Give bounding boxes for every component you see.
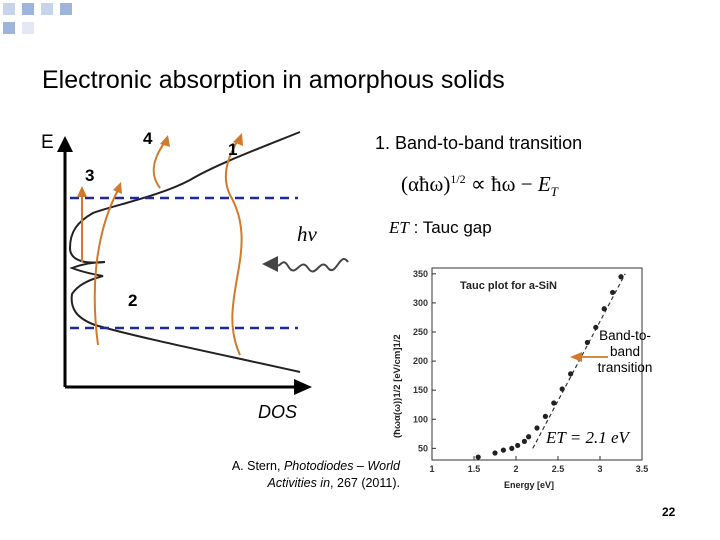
x-tick-label: 1.5	[468, 464, 481, 474]
dos-curve-tail	[69, 261, 301, 373]
transition-label-2: 2	[128, 291, 138, 310]
energy-axis-arrow	[57, 136, 73, 152]
band-transition-annotation: Band-to-band transition	[597, 328, 653, 375]
chart-title: Tauc plot for a-SiN	[460, 280, 557, 292]
data-point	[618, 274, 624, 280]
equation-rhs: E	[537, 172, 551, 196]
x-tick-label: 1	[429, 464, 434, 474]
photon-label: hν	[297, 222, 317, 246]
tauc-gap-definition: ET : Tauc gap	[389, 218, 492, 238]
plot-frame	[431, 267, 643, 461]
x-tick-label: 2.5	[552, 464, 565, 474]
equation-lhs: (αħω)	[401, 172, 451, 196]
data-point	[584, 339, 590, 346]
transition-label-1: 1	[228, 140, 238, 159]
transition-arrow-1	[224, 139, 243, 356]
reference-title-cont: Activities in	[267, 476, 331, 490]
equation-exponent: 1/2	[450, 172, 466, 186]
transition-label-3: 3	[85, 166, 95, 185]
data-point	[568, 371, 574, 377]
data-point	[515, 442, 521, 449]
corner-decoration	[3, 3, 72, 34]
data-point	[593, 324, 599, 330]
dos-axis-arrow	[294, 379, 312, 395]
data-point	[509, 445, 515, 451]
reference-author: A. Stern,	[231, 459, 284, 473]
x-tick-label: 3.5	[636, 464, 649, 474]
band-to-band-heading: 1. Band-to-band transition	[375, 133, 583, 153]
tauc-plot: 50 100 150 200 250 300 350 1 1.5 2 2.5 3 3.5 Tauc p…	[380, 260, 680, 500]
y-tick-label: 200	[413, 356, 428, 366]
data-point	[500, 447, 506, 453]
data-point	[526, 434, 532, 440]
transition-arrow-4	[152, 141, 166, 189]
photon-wave	[275, 258, 349, 273]
tauc-gap-symbol: ET	[389, 218, 409, 237]
x-tick-label: 3	[597, 464, 602, 474]
reference-page: , 267 (2011).	[330, 476, 400, 490]
transition-arrow-2	[93, 189, 119, 346]
reference-citation: A. Stern, Photodiodes – World Activities…	[190, 458, 400, 492]
tauc-equation: (αħω)1/2 ∝ ħω − ET	[401, 172, 558, 200]
page-number: 22	[662, 505, 676, 519]
y-tick-label: 50	[418, 443, 428, 453]
y-tick-label: 350	[413, 269, 428, 279]
data-point	[534, 425, 540, 431]
gap-value-text: ET = 2.1 eV	[546, 428, 629, 447]
y-tick-label: 100	[413, 414, 428, 424]
y-tick-label: 250	[413, 327, 428, 337]
slide-title: Electronic absorption in amorphous solid…	[42, 66, 505, 94]
data-point	[551, 400, 557, 406]
chart-xlabel: Energy [eV]	[504, 480, 554, 490]
equation-relation: ∝ ħω −	[465, 172, 538, 196]
fit-line	[532, 273, 626, 449]
photon-arrow	[262, 256, 278, 272]
tauc-gap-value: ET = 2.1 eV	[546, 428, 629, 448]
dos-axis-label: DOS	[258, 402, 298, 422]
data-point	[610, 289, 616, 296]
reference-title: Photodiodes – World	[283, 459, 400, 473]
chart-ylabel: (ħωα(ω))1/2 [eV/cm]1/2	[392, 334, 403, 438]
transition-label-4: 4	[143, 129, 153, 148]
data-point	[542, 413, 548, 419]
x-tick-label: 2	[513, 464, 518, 474]
data-point	[492, 450, 498, 456]
tauc-gap-label: : Tauc gap	[408, 218, 492, 237]
equation-rhs-sub: T	[550, 184, 558, 200]
y-tick-label: 150	[413, 385, 428, 395]
data-point	[559, 386, 565, 392]
data-point	[601, 306, 607, 312]
y-tick-label: 300	[413, 298, 428, 308]
data-point	[521, 438, 527, 444]
energy-axis-label: E	[41, 132, 54, 153]
dos-curve-conduction	[68, 131, 301, 264]
data-point	[475, 454, 481, 460]
